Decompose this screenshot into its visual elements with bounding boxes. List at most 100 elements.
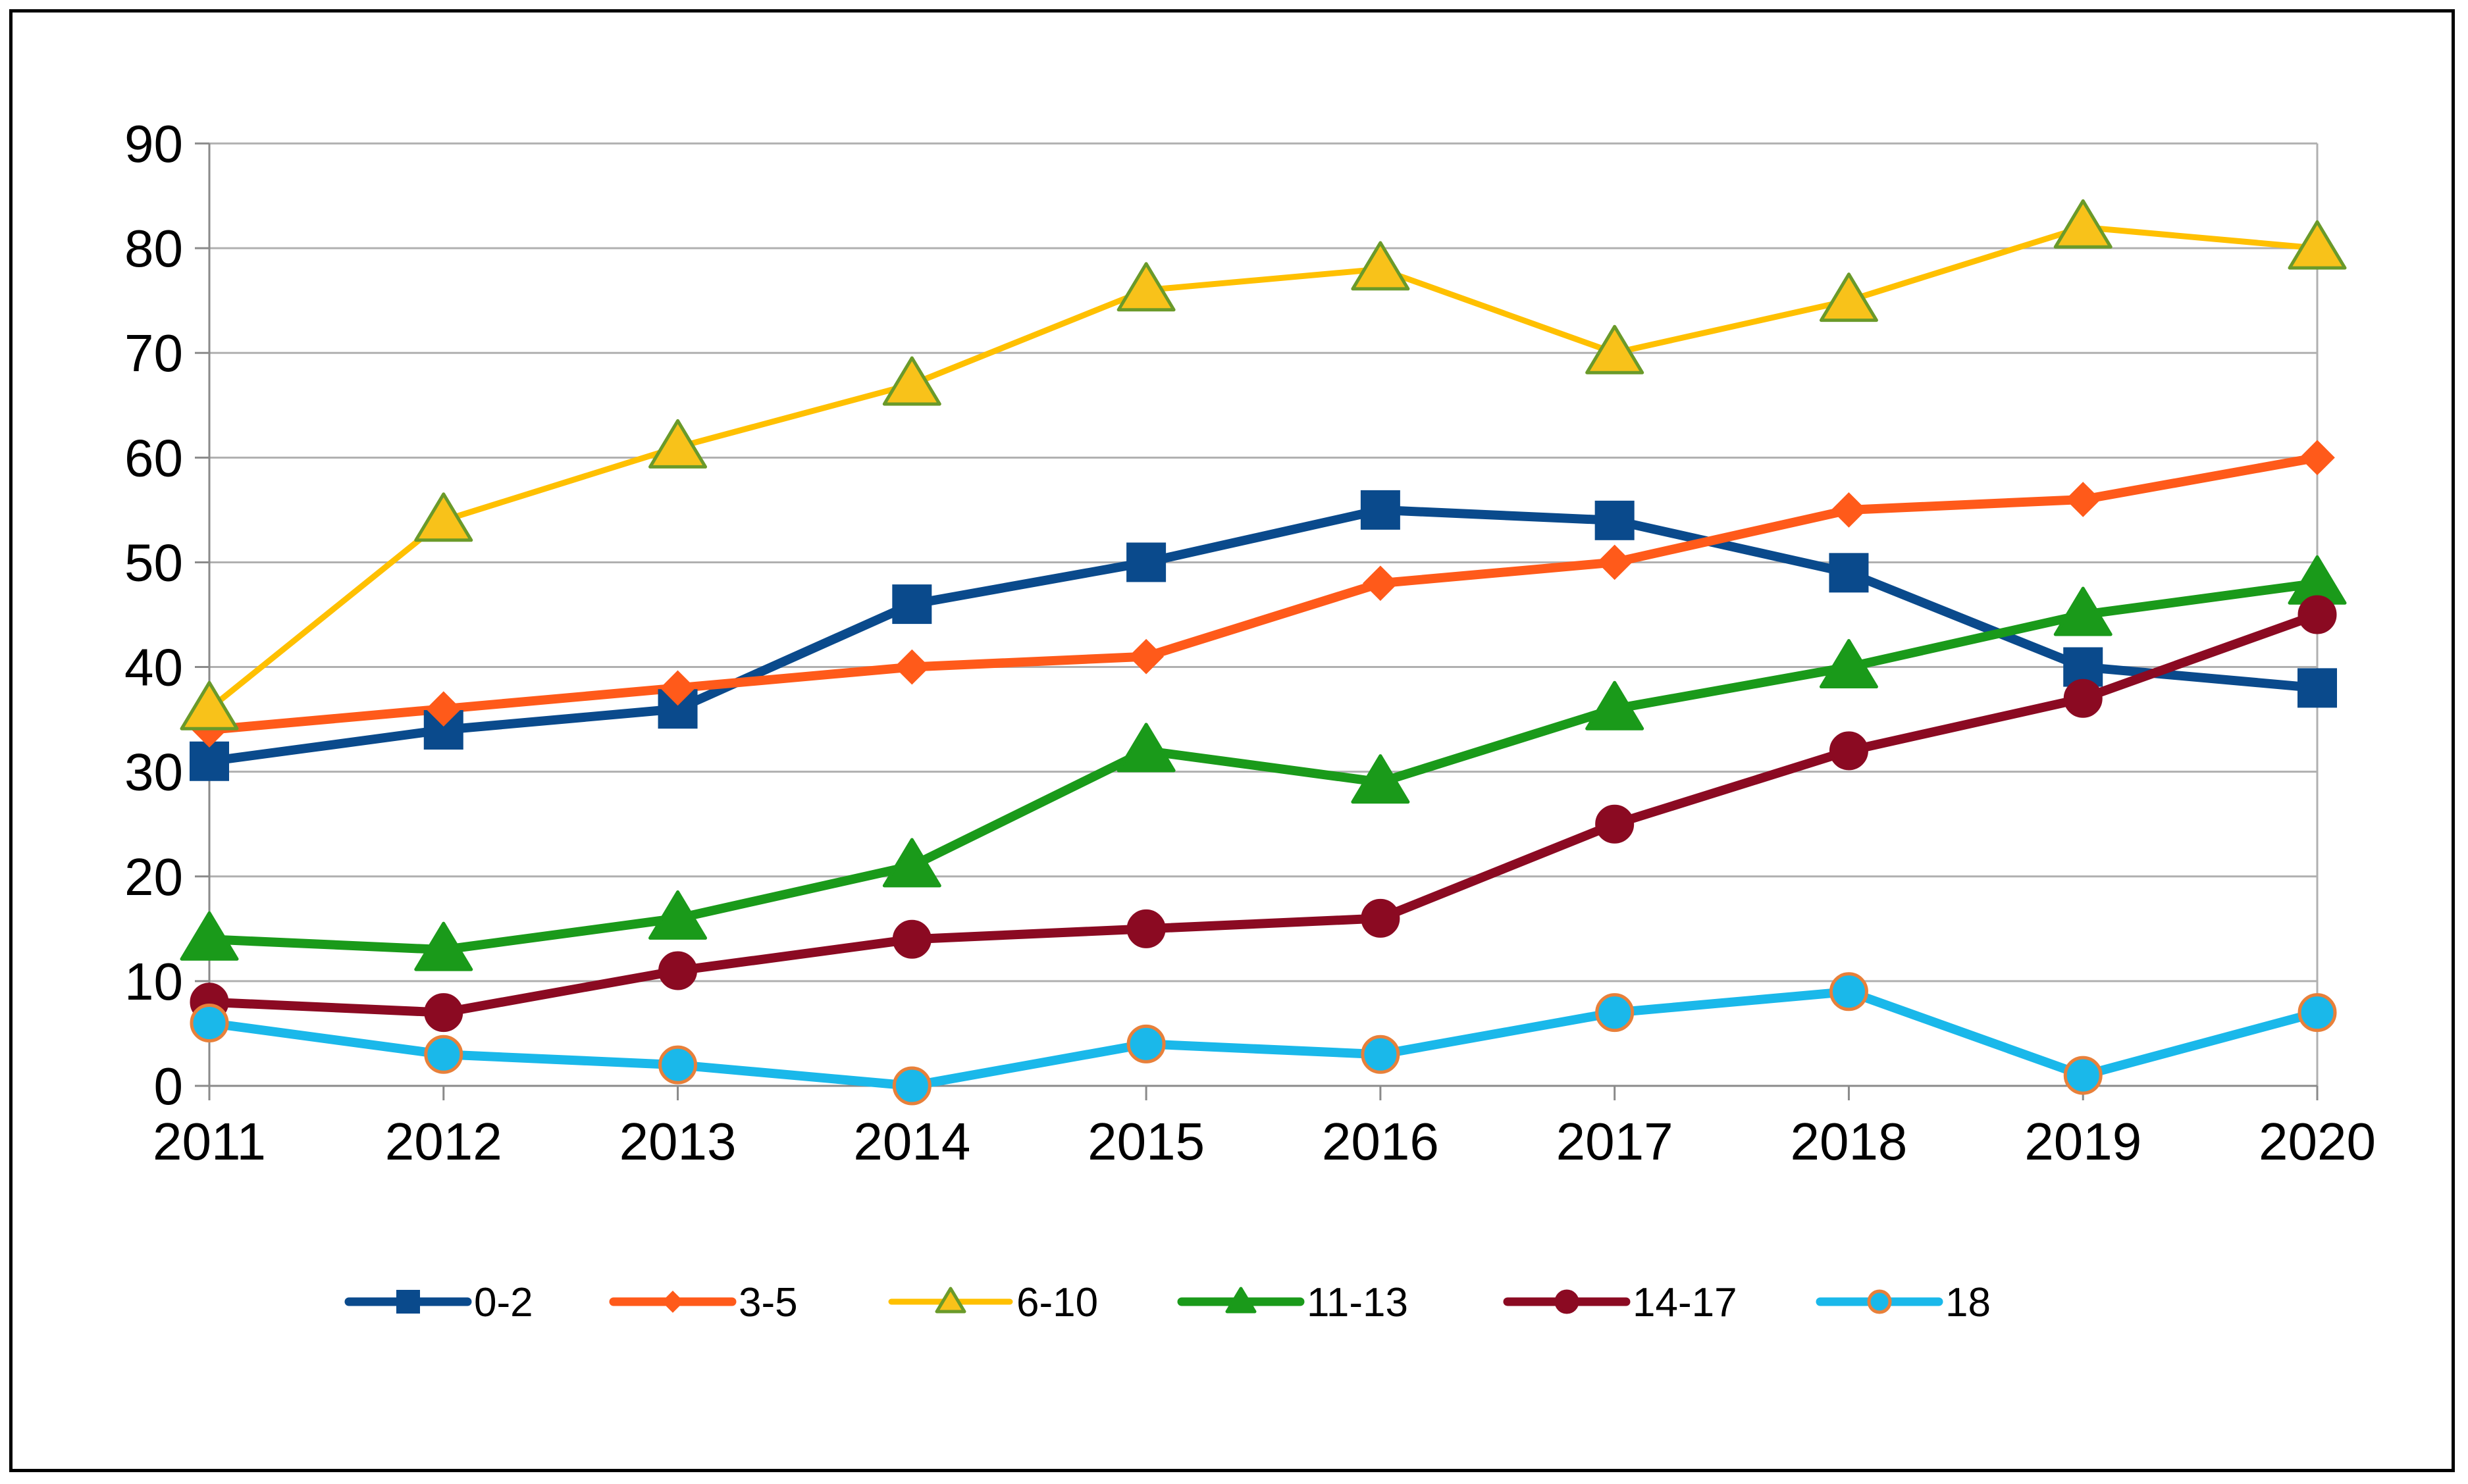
markers-group — [180, 199, 2347, 1106]
data-point-3-5 — [425, 691, 461, 727]
series-line-14-17 — [205, 610, 2322, 1017]
legend-marker — [1554, 1289, 1579, 1314]
legend-label: 18 — [1945, 1280, 1991, 1325]
data-point-3-5 — [1128, 638, 1164, 675]
x-tick-label: 2015 — [1088, 1112, 1205, 1171]
legend-marker — [396, 1290, 420, 1314]
grid — [209, 142, 2319, 1087]
y-tick-label: 50 — [124, 533, 183, 592]
data-point-18 — [1126, 1024, 1166, 1063]
data-point-0-2 — [1829, 553, 1869, 593]
data-point-6-10 — [1819, 272, 1878, 322]
data-point-6-10 — [1585, 324, 1644, 374]
data-point-3-5 — [2065, 482, 2101, 517]
x-tick-label: 2016 — [1322, 1112, 1439, 1171]
data-point-14-17 — [1829, 731, 1868, 771]
legend-label: 6-10 — [1016, 1280, 1098, 1325]
legend-marker — [662, 1291, 684, 1313]
y-tick-label: 30 — [124, 743, 183, 802]
legend-label: 14-17 — [1633, 1280, 1737, 1325]
legend-label: 11-13 — [1307, 1280, 1408, 1325]
y-tick-label: 80 — [124, 219, 183, 278]
data-point-6-10 — [882, 356, 941, 406]
legend-item-3-5: 3-5 — [609, 1280, 798, 1325]
data-point-18 — [1829, 972, 1868, 1011]
y-tick-label: 90 — [124, 115, 183, 173]
data-point-3-5 — [2299, 440, 2335, 476]
data-point-0-2 — [2297, 668, 2337, 708]
axes: 0 10 20 30 40 50 60 70 80 90 2011 2012 2013 2014 2015 2… — [124, 115, 2376, 1171]
data-point-18 — [1595, 993, 1635, 1033]
y-tick-label: 70 — [124, 324, 183, 382]
data-point-0-2 — [190, 741, 229, 781]
legend-marker — [1867, 1289, 1892, 1314]
x-tick-label: 2018 — [1790, 1112, 1907, 1171]
legend-marker — [1225, 1287, 1257, 1314]
x-tick-label: 2020 — [2259, 1112, 2376, 1171]
data-point-18 — [2297, 993, 2337, 1033]
y-tick-label: 60 — [124, 428, 183, 487]
legend-label: 3-5 — [739, 1280, 798, 1325]
data-point-11-13 — [2053, 586, 2113, 636]
legend-item-11-13: 11-13 — [1177, 1280, 1408, 1325]
data-point-6-10 — [1351, 241, 1410, 291]
data-point-14-17 — [1361, 898, 1400, 938]
data-point-14-17 — [2063, 678, 2103, 718]
data-point-3-5 — [1831, 492, 1867, 528]
x-tick-label: 2014 — [853, 1112, 970, 1171]
chart-frame — [9, 9, 2455, 1472]
data-point-0-2 — [1126, 542, 1167, 582]
data-point-11-13 — [1116, 723, 1176, 773]
data-point-0-2 — [892, 584, 932, 625]
data-point-11-13 — [1351, 754, 1410, 804]
data-point-11-13 — [1585, 680, 1644, 730]
x-tick-label: 2012 — [385, 1112, 502, 1171]
series-line-11-13 — [205, 578, 2322, 955]
data-point-3-5 — [1596, 544, 1633, 580]
data-point-11-13 — [414, 921, 473, 971]
data-point-11-13 — [1819, 639, 1878, 689]
x-tick-label: 2017 — [1556, 1112, 1673, 1171]
data-point-3-5 — [894, 649, 930, 685]
legend-item-6-10: 6-10 — [888, 1280, 1098, 1325]
data-point-18 — [190, 1004, 229, 1043]
data-point-6-10 — [2288, 220, 2347, 270]
data-point-14-17 — [1595, 804, 1635, 844]
series-line-6-10 — [206, 224, 2321, 712]
data-point-18 — [658, 1045, 698, 1085]
data-point-6-10 — [2053, 199, 2113, 249]
legend-item-18: 18 — [1816, 1280, 1991, 1325]
data-point-14-17 — [2297, 595, 2337, 634]
data-point-6-10 — [648, 419, 708, 469]
series-line-0-2 — [205, 505, 2322, 766]
data-point-14-17 — [1126, 909, 1166, 948]
x-tick-label: 2011 — [153, 1112, 266, 1171]
data-point-0-2 — [1360, 490, 1400, 530]
legend-item-14-17: 14-17 — [1503, 1280, 1737, 1325]
x-tick-label: 2013 — [619, 1112, 737, 1171]
data-point-6-10 — [414, 492, 473, 542]
data-point-18 — [424, 1035, 463, 1074]
data-point-18 — [892, 1066, 932, 1106]
y-tick-label: 0 — [154, 1057, 184, 1115]
data-point-11-13 — [882, 838, 941, 888]
data-point-0-2 — [1594, 500, 1635, 540]
data-point-6-10 — [180, 680, 239, 730]
data-point-14-17 — [424, 993, 463, 1033]
y-tick-label: 10 — [124, 952, 183, 1011]
y-tick-label: 40 — [124, 638, 183, 697]
data-point-14-17 — [658, 951, 698, 990]
legend: 0-2 3-5 6-10 11-13 14-17 18 — [344, 1280, 1991, 1325]
data-point-6-10 — [1116, 262, 1176, 312]
series-group — [205, 224, 2322, 1090]
x-tick-label: 2019 — [2024, 1112, 2141, 1171]
data-point-11-13 — [648, 890, 708, 940]
data-point-11-13 — [180, 911, 239, 961]
y-tick-label: 20 — [124, 848, 183, 906]
data-point-18 — [1361, 1035, 1400, 1074]
series-line-3-5 — [205, 453, 2322, 735]
legend-item-0-2: 0-2 — [344, 1280, 533, 1325]
data-point-3-5 — [660, 670, 696, 706]
data-point-14-17 — [892, 919, 932, 959]
